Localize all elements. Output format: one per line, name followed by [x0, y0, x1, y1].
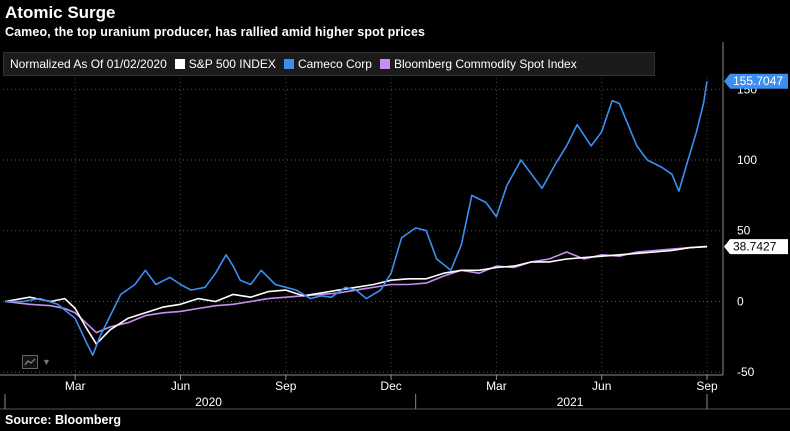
legend-item-sp500[interactable]: S&P 500 INDEX [174, 57, 276, 71]
year-label: 2020 [195, 395, 222, 409]
source-note: Source: Bloomberg [5, 413, 121, 427]
legend: Normalized As Of 01/02/2020 S&P 500 INDE… [3, 52, 655, 76]
chart-subtitle: Cameo, the top uranium producer, has ral… [5, 25, 426, 39]
legend-swatch-sp500 [174, 59, 185, 69]
x-tick-label: Jun [592, 379, 611, 393]
legend-label-cameco: Cameco Corp [297, 57, 372, 71]
x-tick-label: Jun [171, 379, 190, 393]
legend-label-sp500: S&P 500 INDEX [188, 57, 276, 71]
line-chart-icon [24, 358, 36, 366]
y-tick-label: 0 [737, 294, 744, 308]
series-line-bloomberg-commodity-spot-index [4, 245, 708, 334]
end-label-value: 155.7047 [733, 74, 783, 88]
x-tick-label: Mar [65, 379, 86, 393]
legend-item-cameco[interactable]: Cameco Corp [283, 57, 372, 71]
series-line-cameco-corp [5, 81, 708, 357]
x-tick-label: Sep [275, 379, 297, 393]
chart-type-icon[interactable] [22, 355, 38, 369]
x-tick-label: Sep [696, 379, 718, 393]
legend-swatch-cameco [283, 59, 294, 69]
legend-label-commodity: Bloomberg Commodity Spot Index [393, 57, 577, 71]
legend-item-commodity[interactable]: Bloomberg Commodity Spot Index [379, 57, 577, 71]
series-line-s-p-500-index [4, 245, 708, 345]
y-tick-label: -50 [737, 365, 755, 379]
year-label: 2021 [557, 395, 584, 409]
legend-normalization-label: Normalized As Of 01/02/2020 [10, 57, 167, 71]
end-label-value: 38.7427 [733, 240, 777, 254]
end-label-cameco-corp: 155.7047 [724, 73, 788, 89]
y-tick-label: 100 [737, 153, 757, 167]
chart-title: Atomic Surge [5, 3, 116, 22]
x-tick-label: Dec [380, 379, 401, 393]
end-label-bg [724, 73, 788, 89]
y-tick-label: 50 [737, 224, 751, 238]
chevron-down-icon[interactable]: ▼ [42, 357, 51, 367]
end-label-s-p-500-index: 38.7427 [724, 239, 788, 255]
end-label-bg [724, 239, 788, 255]
legend-swatch-commodity [379, 59, 390, 69]
x-tick-label: Mar [486, 379, 507, 393]
